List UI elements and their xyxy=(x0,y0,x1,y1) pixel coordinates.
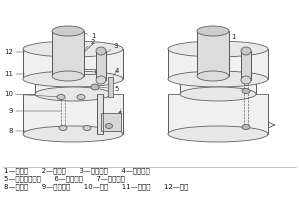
Ellipse shape xyxy=(23,71,123,87)
Ellipse shape xyxy=(83,125,91,131)
Text: 9: 9 xyxy=(8,108,61,114)
Text: 1: 1 xyxy=(216,30,235,40)
Ellipse shape xyxy=(168,71,268,87)
Bar xyxy=(168,94,268,134)
Ellipse shape xyxy=(241,47,251,55)
Ellipse shape xyxy=(106,123,112,129)
Bar xyxy=(197,31,229,76)
Text: 1: 1 xyxy=(72,29,95,39)
Ellipse shape xyxy=(180,87,256,101)
Ellipse shape xyxy=(168,126,268,142)
Ellipse shape xyxy=(59,125,67,131)
Ellipse shape xyxy=(91,84,99,90)
Ellipse shape xyxy=(77,94,85,100)
Text: 3: 3 xyxy=(106,43,118,53)
Text: 12: 12 xyxy=(4,49,25,55)
Ellipse shape xyxy=(241,76,251,84)
Text: 8: 8 xyxy=(8,128,26,134)
Text: 5—容积式盛料器      6—连接管道      7—进气气孔: 5—容积式盛料器 6—连接管道 7—进气气孔 xyxy=(4,176,125,182)
Ellipse shape xyxy=(197,26,229,36)
Ellipse shape xyxy=(52,71,84,81)
Bar xyxy=(168,49,268,79)
Text: 10: 10 xyxy=(4,91,63,97)
Text: 7: 7 xyxy=(112,126,122,132)
Bar xyxy=(96,51,106,80)
Bar xyxy=(23,49,123,79)
Ellipse shape xyxy=(242,89,250,93)
Text: 5: 5 xyxy=(99,86,119,92)
Ellipse shape xyxy=(57,94,65,100)
Ellipse shape xyxy=(96,47,106,55)
Ellipse shape xyxy=(168,41,268,57)
Bar xyxy=(101,113,121,131)
Ellipse shape xyxy=(35,87,111,101)
Text: 2: 2 xyxy=(81,39,95,52)
Text: 8—旋转盘      9—连接气道      10—通孔      11—盛料盘      12—图罩: 8—旋转盘 9—连接气道 10—通孔 11—盛料盘 12—图罩 xyxy=(4,184,188,190)
Bar xyxy=(180,79,256,94)
Ellipse shape xyxy=(23,41,123,57)
Text: 1—中心轴      2—固定輝      3—送料管道      4—送料气道: 1—中心轴 2—固定輝 3—送料管道 4—送料气道 xyxy=(4,168,150,174)
Bar xyxy=(108,77,112,97)
Text: 4: 4 xyxy=(113,68,119,76)
Bar xyxy=(241,51,251,80)
Bar xyxy=(35,79,111,94)
Text: 11: 11 xyxy=(4,71,25,77)
Text: 6: 6 xyxy=(118,109,122,117)
Bar xyxy=(97,94,103,134)
Bar xyxy=(23,94,123,134)
Ellipse shape xyxy=(96,76,106,84)
Ellipse shape xyxy=(23,126,123,142)
Bar xyxy=(52,31,84,76)
Ellipse shape xyxy=(52,26,84,36)
Ellipse shape xyxy=(242,124,250,130)
Ellipse shape xyxy=(197,71,229,81)
